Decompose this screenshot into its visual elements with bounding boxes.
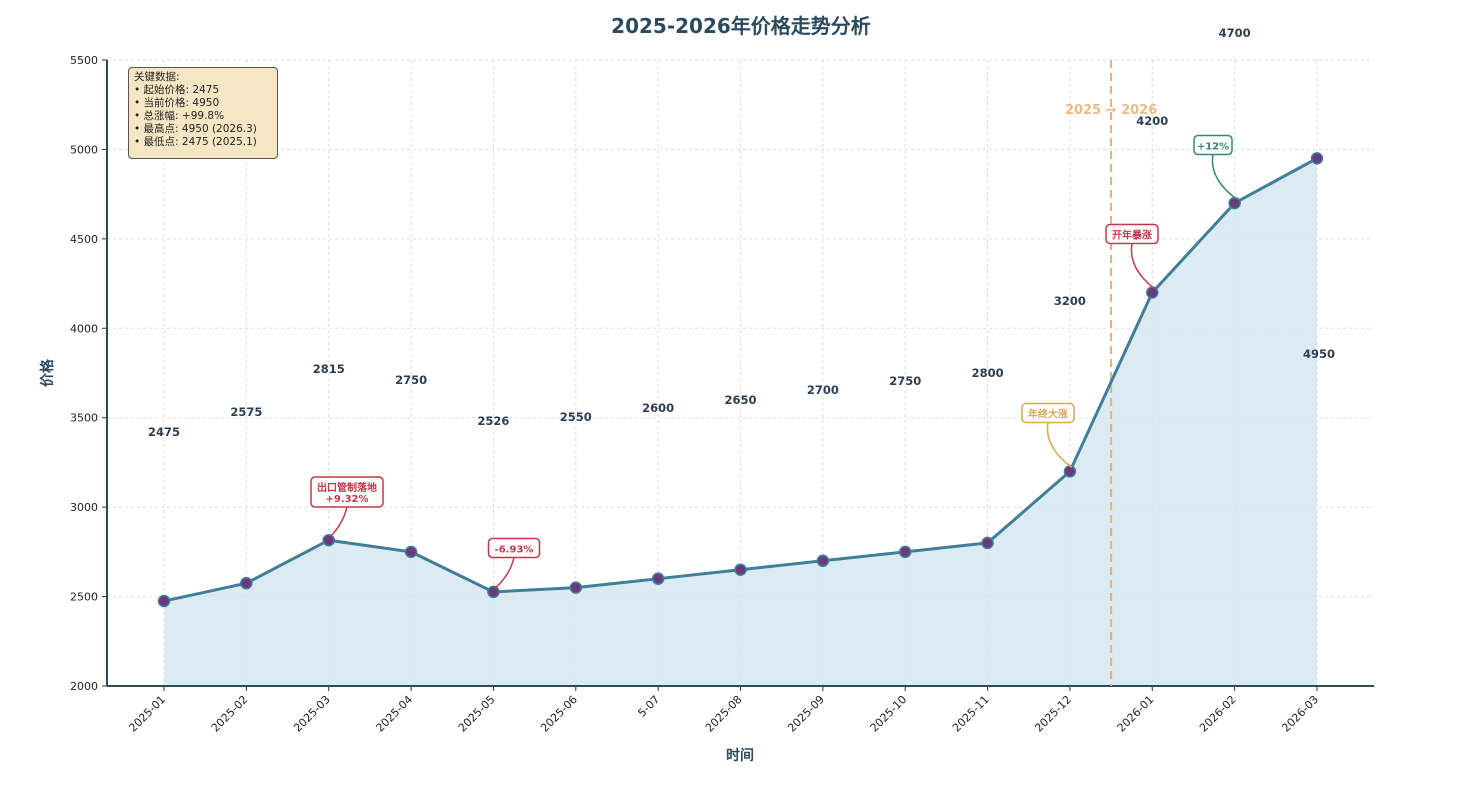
y-tick-label: 2500 [70,591,98,604]
x-tick-label: 5-07 [635,693,662,720]
x-tick-label: 2025-02 [209,693,251,735]
data-point [1146,286,1159,299]
data-point [981,536,994,550]
x-tick-label: 2025-04 [373,693,415,735]
x-tick-label: 2025-05 [456,693,498,735]
x-axis-label: 时间 [726,747,754,764]
data-label: 2750 [889,374,921,388]
data-point [1228,196,1241,210]
y-tick-label: 3000 [70,501,98,514]
data-label: 2575 [230,405,262,419]
key-data-line: • 最低点: 2475 (2025.1) [134,136,257,148]
data-point [157,594,171,608]
area-fill [164,158,1317,686]
annotation-arrow [1211,154,1238,200]
data-label: 2750 [395,373,427,387]
x-tick-label: 2025-06 [538,693,580,735]
annotation-arrow [1130,243,1155,290]
x-tick-label: 2026-01 [1115,693,1157,735]
data-point [1063,465,1077,478]
y-tick-label: 5000 [70,143,98,156]
y-axis-label: 价格 [39,358,56,387]
data-label: 4950 [1303,347,1335,361]
data-point [816,554,830,568]
data-label: 2550 [560,410,592,424]
key-data-title: 关键数据: [134,71,180,83]
x-tick-label: 2026-03 [1279,693,1321,735]
key-data-line: • 最高点: 4950 (2026.3) [134,123,257,135]
x-tick-label: 2025-01 [126,693,168,735]
chart-title: 2025-2026年价格走势分析 [611,14,871,38]
data-label: 2475 [148,425,180,439]
data-point [404,545,418,559]
data-point [487,585,500,599]
x-tick-label: 2025-03 [291,693,333,735]
annotation-arrow [1046,422,1073,468]
annotation-arrow [494,557,515,589]
annotation-box [1193,134,1233,156]
annotation-arrow [330,506,348,537]
data-label: 2815 [313,362,345,376]
x-tick-label: 2025-08 [703,693,745,735]
key-data-line: • 总涨幅: +99.8% [134,110,225,122]
y-tick-label: 3500 [70,412,98,425]
data-label: 2800 [972,366,1004,380]
annotation-box [487,537,541,559]
x-tick-label: 2025-11 [950,693,992,735]
annotation-text: +9.32% [325,494,368,505]
annotation-text: +12% [1197,142,1229,153]
data-label: 2526 [477,414,509,428]
data-point [651,572,665,585]
data-point [734,563,747,576]
y-tick-label: 4500 [70,233,98,246]
annotation-text: 年终大涨 [1028,408,1068,421]
data-label: 4700 [1219,26,1251,40]
annotation-box [1105,223,1159,245]
annotation-text: 开年暴涨 [1112,229,1152,242]
annotation-box [1021,402,1075,424]
x-tick-label: 2025-09 [785,693,827,735]
y-tick-label: 4000 [70,322,98,335]
data-label: 4200 [1136,114,1168,128]
data-point [898,545,912,559]
annotation-text: 出口管制落地 [317,481,377,494]
data-point [569,581,583,594]
key-data-box: 关键数据: • 起始价格: 2475 • 当前价格: 4950 • 总涨幅: +… [128,67,278,159]
data-label: 2600 [642,401,674,415]
key-data-line: • 当前价格: 4950 [134,97,220,109]
year-divider-label: 2025 → 2026 [1065,103,1157,118]
key-data-line: • 起始价格: 2475 [134,84,220,96]
data-point [240,576,253,590]
data-label: 2700 [807,383,839,397]
y-tick-label: 5500 [70,54,98,67]
x-tick-label: 2026-02 [1197,693,1239,735]
annotation-text: -6.93% [495,545,534,556]
data-point [322,533,335,547]
data-label: 2650 [724,393,756,407]
x-tick-label: 2025-12 [1032,693,1074,735]
data-label: 3200 [1054,294,1086,308]
data-point [1310,152,1324,165]
annotation-box [310,476,384,508]
x-tick-label: 2025-10 [868,693,910,735]
y-tick-label: 2000 [70,680,98,693]
